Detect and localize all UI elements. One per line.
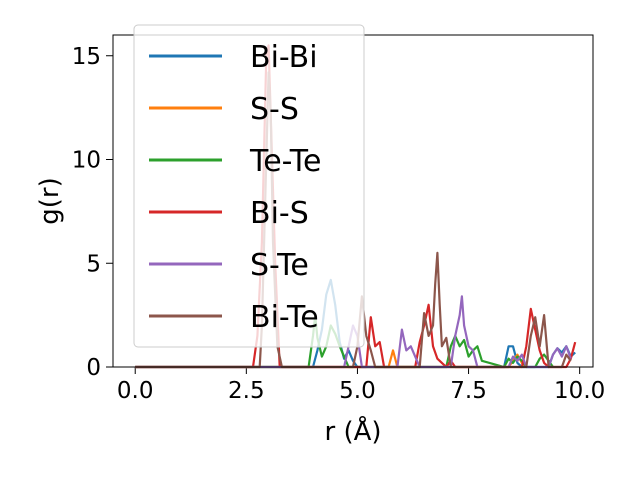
legend-entries: Bi-Bi S-S Te-Te Bi-S S-Te Bi-Te [149,40,321,335]
legend-label-s-s: S-S [250,92,299,127]
legend-label-te-te: Te-Te [249,144,321,179]
x-tick-label: 10.0 [554,378,605,404]
x-tick-label: 7.5 [450,378,487,404]
x-axis-label: r (Å) [324,415,381,447]
legend-box [133,24,365,348]
y-tick-label: 10 [72,148,101,174]
legend-label-bi-te: Bi-Te [250,300,319,335]
y-tick-label: 15 [72,44,101,70]
legend-label-bi-s: Bi-S [250,196,309,231]
legend: Bi-Bi S-S Te-Te Bi-S S-Te Bi-Te [133,24,365,348]
y-axis-label: g(r) [35,177,65,224]
x-tick-label: 0.0 [117,378,154,404]
tick-layer: 0.0 2.5 5.0 7.5 10.0 0 5 10 15 [72,44,606,404]
x-tick-label: 5.0 [339,378,376,404]
y-tick-label: 5 [86,251,101,277]
legend-label-bi-bi: Bi-Bi [250,40,318,75]
y-tick-label: 0 [86,355,101,381]
legend-label-s-te: S-Te [250,248,309,283]
x-tick-label: 2.5 [228,378,265,404]
